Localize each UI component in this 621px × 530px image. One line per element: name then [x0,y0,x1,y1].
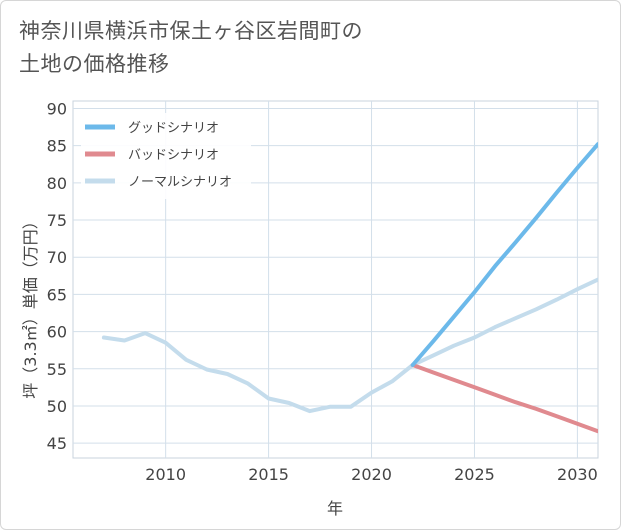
legend-label-0: グッドシナリオ [128,121,219,136]
legend-label-1: バッドシナリオ [128,148,219,163]
y-tick-label: 65 [47,285,67,304]
x-tick-label: 2020 [351,465,392,484]
series-line-2 [101,277,598,414]
x-tick-label: 2010 [145,465,186,484]
tick-labels: 45 50 55 60 65 70 75 80 85 90 2010 2015 2020 2025 2030 [47,99,598,484]
series-line-1 [410,363,598,434]
x-tick-label: 2015 [248,465,289,484]
y-tick-label: 55 [47,360,67,379]
y-tick-label: 85 [47,137,67,156]
legend-label-2: ノーマルシナリオ [128,175,232,190]
y-tick-label: 45 [47,434,67,453]
y-tick-label: 60 [47,323,67,342]
x-axis-label: 年 [327,499,343,518]
y-tick-label: 75 [47,211,67,230]
y-tick-label: 50 [47,397,67,416]
y-tick-label: 80 [47,174,67,193]
chart-title: 神奈川県横浜市保土ヶ谷区岩間町の 土地の価格推移 [19,19,363,76]
series-lines [101,142,598,434]
x-tick-label: 2030 [557,465,598,484]
y-tick-label: 70 [47,248,67,267]
series-line-0 [410,142,598,367]
y-axis-label: 坪（3.3㎡）単価（万円） [21,213,40,398]
y-tick-label: 90 [47,99,67,118]
x-tick-label: 2025 [454,465,495,484]
